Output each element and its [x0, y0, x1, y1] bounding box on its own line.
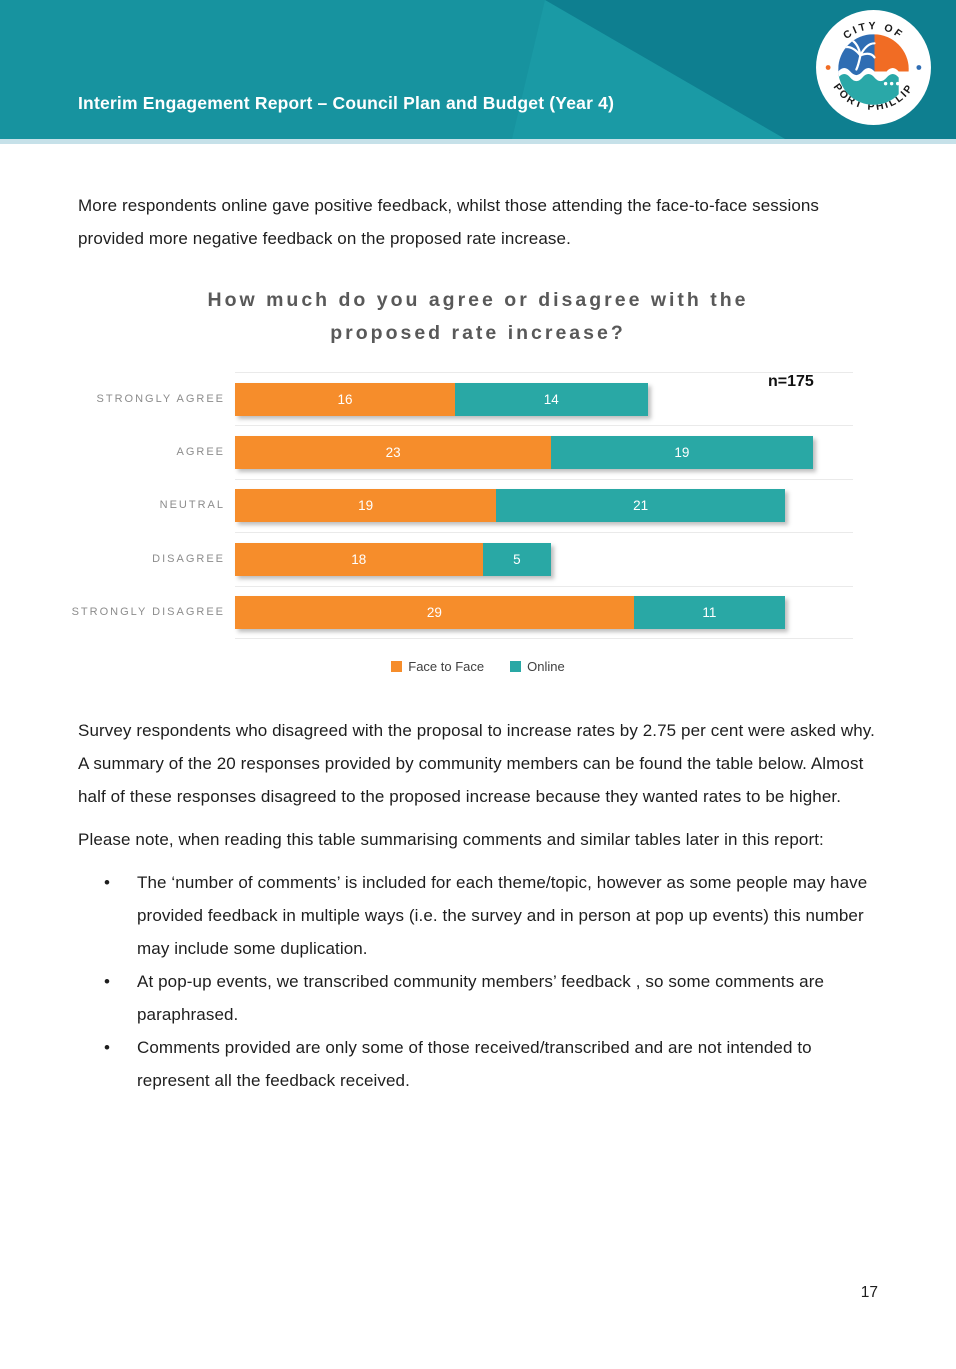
category-label: NEUTRAL — [159, 499, 225, 512]
bar-track: 18 5 — [235, 532, 853, 585]
survey-paragraph: Survey respondents who disagreed with th… — [78, 721, 875, 806]
bar-stack: 23 19 — [235, 436, 813, 470]
logo-artwork — [838, 34, 909, 105]
bullet-item-2: At pop-up events, we transcribed communi… — [78, 965, 878, 1031]
header-banner: Interim Engagement Report – Council Plan… — [0, 0, 956, 144]
bar-segment-online: 11 — [633, 595, 785, 629]
legend-swatch — [391, 661, 403, 672]
bar-segment-online: 19 — [551, 436, 813, 470]
bullet-item-3: Comments provided are only some of those… — [78, 1031, 878, 1097]
logo-right-dot — [916, 65, 922, 70]
chart-row: NEUTRAL 19 21 — [78, 478, 878, 532]
legend-label: Face to Face — [408, 659, 485, 674]
chart-row: STRONGLY AGREE 16 14 — [78, 372, 878, 425]
bullet-item-1: The ‘number of comments’ is included for… — [78, 866, 878, 965]
bar-stack: 29 11 — [235, 595, 785, 629]
legend-item-face-to-face: Face to Face — [391, 659, 484, 674]
report-title: Interim Engagement Report – Council Plan… — [78, 93, 615, 113]
logo-left-dot — [825, 65, 831, 70]
bar-segment-online: 21 — [496, 489, 785, 523]
bar-segment-online: 14 — [455, 382, 648, 416]
bar-stack: 18 5 — [235, 542, 552, 576]
chart-title-line-2: proposed rate increase? — [330, 322, 626, 344]
category-label: STRONGLY AGREE — [96, 392, 225, 405]
legend-label: Online — [527, 659, 565, 674]
chart-row: AGREE 23 19 — [78, 425, 878, 478]
chart: How much do you agree or disagree with t… — [71, 284, 878, 674]
chart-rows: STRONGLY AGREE 16 14 AGREE 23 19 NEUTRAL 19 21 DI… — [71, 372, 878, 639]
legend-swatch — [510, 661, 522, 672]
intro-paragraph: More respondents online gave positive fe… — [78, 196, 820, 248]
bar-segment-face-to-face: 29 — [235, 595, 634, 629]
chart-title-line-1: How much do you agree or disagree with t… — [207, 289, 749, 311]
bar-segment-face-to-face: 23 — [235, 436, 552, 470]
sample-size-annotation: n=175 — [768, 373, 814, 390]
legend-item-online: Online — [510, 659, 565, 674]
bar-track: 29 11 — [235, 585, 853, 639]
category-label: DISAGREE — [152, 552, 225, 565]
bar-stack: 19 21 — [235, 489, 785, 523]
chart-row: STRONGLY DISAGREE 29 11 — [71, 585, 878, 639]
page-body: More respondents online gave positive fe… — [0, 189, 956, 1097]
city-of-port-phillip-logo: CITY OF PORT PHILLIP — [816, 10, 931, 125]
chart-plot-area: n=175 STRONGLY AGREE 16 14 AGREE 23 19 NEUTRAL… — [71, 372, 878, 639]
chart-row: DISAGREE 18 5 — [78, 532, 878, 585]
bar-track: 19 21 — [235, 478, 853, 532]
bar-track: 23 19 — [235, 425, 853, 478]
category-label: STRONGLY DISAGREE — [71, 606, 225, 619]
chart-title: How much do you agree or disagree with t… — [78, 284, 878, 350]
note-paragraph: Please note, when reading this table sum… — [78, 830, 824, 849]
page-number: 17 — [860, 1284, 878, 1301]
bar-segment-face-to-face: 16 — [235, 382, 455, 416]
bar-stack: 16 14 — [235, 382, 648, 416]
bar-segment-face-to-face: 18 — [235, 542, 483, 576]
bar-segment-face-to-face: 19 — [235, 489, 497, 523]
category-label: AGREE — [176, 446, 225, 459]
bar-segment-online: 5 — [482, 542, 552, 576]
bar-track: 16 14 — [235, 372, 853, 425]
notes-bullet-list: The ‘number of comments’ is included for… — [78, 866, 878, 1097]
chart-legend: Face to Face Online — [78, 659, 878, 674]
